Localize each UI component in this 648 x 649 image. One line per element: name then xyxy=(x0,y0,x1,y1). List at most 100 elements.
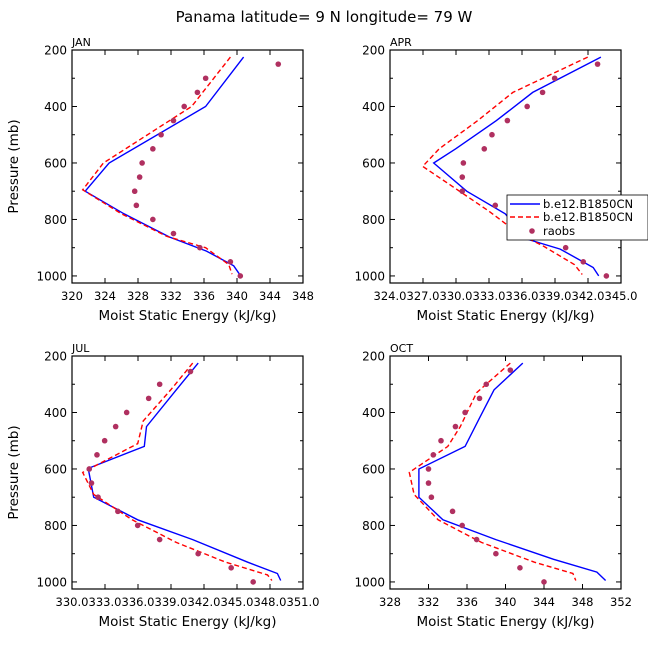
raobs-point xyxy=(449,508,456,515)
series-line-dashed xyxy=(408,362,577,581)
raobs-point xyxy=(112,423,119,430)
series-line-dashed xyxy=(81,362,273,581)
y-tick-label: 600 xyxy=(44,156,67,170)
y-tick-label: 600 xyxy=(362,156,385,170)
raobs-point xyxy=(136,174,143,180)
y-tick-label: 200 xyxy=(44,350,67,364)
raobs-point xyxy=(228,565,234,571)
panel-apr: 200 400 600 800 1000 324.0 327.0 330.0 333.0 336.… xyxy=(354,36,648,324)
raobs-point xyxy=(115,508,121,515)
raobs-point xyxy=(517,565,523,571)
raobs-point xyxy=(438,437,444,444)
x-tick-label: 336 xyxy=(456,595,478,609)
raobs-point xyxy=(94,452,100,458)
series-line-dashed xyxy=(81,56,233,275)
raobs-point xyxy=(227,259,234,265)
raobs-point xyxy=(131,188,138,195)
raobs-point xyxy=(145,395,152,402)
raobs-point xyxy=(539,89,546,96)
x-tick-label: 342.0 xyxy=(572,289,605,303)
raobs-point xyxy=(428,494,435,501)
y-tick-label: 800 xyxy=(44,213,67,227)
raobs-point xyxy=(504,117,511,124)
series-line-solid xyxy=(432,56,602,277)
raobs-point xyxy=(459,522,465,529)
plot-area xyxy=(421,56,610,279)
raobs-point xyxy=(507,367,514,373)
y-tick-label: 200 xyxy=(362,44,385,58)
plot-frame xyxy=(389,355,622,590)
plot-frame xyxy=(389,49,622,284)
raobs-point xyxy=(425,466,432,472)
x-tick-label: 333.0 xyxy=(473,289,506,303)
raobs-point xyxy=(493,550,499,557)
x-tick-label: 330.0 xyxy=(56,595,89,609)
raobs-point xyxy=(139,160,145,166)
y-tick-label: 200 xyxy=(44,44,67,58)
raobs-point xyxy=(489,131,495,138)
raobs-point xyxy=(194,89,201,96)
y-tick-label: 800 xyxy=(44,519,67,533)
raobs-point xyxy=(551,75,558,82)
panel-title: JUL xyxy=(71,342,90,355)
panel-title: OCT xyxy=(390,342,413,355)
raobs-point xyxy=(150,216,156,223)
x-tick-label: 336.0 xyxy=(506,289,539,303)
legend-label: b.e12.B1850CN xyxy=(543,197,633,211)
raobs-point xyxy=(150,146,156,152)
panel-title: JAN xyxy=(71,36,91,49)
series-line-dashed xyxy=(421,56,588,275)
raobs-point xyxy=(483,381,490,388)
raobs-point xyxy=(425,480,432,486)
x-axis-label: Moist Static Energy (kJ/kg) xyxy=(99,614,277,630)
raobs-point xyxy=(156,381,163,388)
raobs-point xyxy=(275,61,282,67)
raobs-point xyxy=(473,536,480,543)
raobs-point xyxy=(459,174,466,180)
y-tick-label: 800 xyxy=(362,519,385,533)
plot-frame xyxy=(71,49,304,284)
raobs-point xyxy=(197,244,203,251)
raobs-point xyxy=(86,466,93,472)
raobs-point xyxy=(101,437,108,444)
x-tick-label: 348 xyxy=(292,289,314,303)
y-tick-label: 600 xyxy=(362,462,385,476)
x-tick-label: 340 xyxy=(226,289,248,303)
panel-jan: 200 400 600 800 1000 320 324 328 332 336 340 344 348… xyxy=(6,36,314,324)
plot-frame xyxy=(71,355,304,590)
raobs-point xyxy=(133,202,140,209)
x-tick-label: 332 xyxy=(418,595,440,609)
y-axis-label: Pressure (mb) xyxy=(6,425,22,519)
y-tick-label: 1000 xyxy=(354,269,385,283)
x-tick-label: 330.0 xyxy=(440,289,473,303)
x-tick-label: 324.0 xyxy=(374,289,407,303)
x-tick-label: 324 xyxy=(94,289,116,303)
legend-label: raobs xyxy=(543,224,575,238)
series-line-solid xyxy=(418,362,607,582)
x-axis-label: Moist Static Energy (kJ/kg) xyxy=(99,308,277,324)
raobs-point xyxy=(562,244,569,251)
x-tick-label: 340 xyxy=(495,595,517,609)
y-tick-label: 200 xyxy=(362,350,385,364)
raobs-point xyxy=(187,368,194,375)
x-tick-label: 351.0 xyxy=(287,595,320,609)
x-tick-label: 336 xyxy=(193,289,215,303)
raobs-point xyxy=(481,146,488,152)
raobs-point xyxy=(158,131,164,138)
series-line-solid xyxy=(84,56,245,275)
raobs-point xyxy=(250,579,256,585)
legend-marker-raobs xyxy=(529,228,535,234)
y-tick-label: 400 xyxy=(362,100,385,114)
x-tick-label: 344 xyxy=(533,595,555,609)
x-axis-label: Moist Static Energy (kJ/kg) xyxy=(417,308,595,324)
raobs-point xyxy=(88,480,95,486)
x-tick-label: 345.0 xyxy=(221,595,254,609)
x-tick-label: 344 xyxy=(259,289,281,303)
raobs-point xyxy=(202,75,209,82)
raobs-point xyxy=(594,61,601,67)
plot-area xyxy=(408,362,607,585)
x-tick-label: 348 xyxy=(572,595,594,609)
plot-area xyxy=(81,362,282,585)
